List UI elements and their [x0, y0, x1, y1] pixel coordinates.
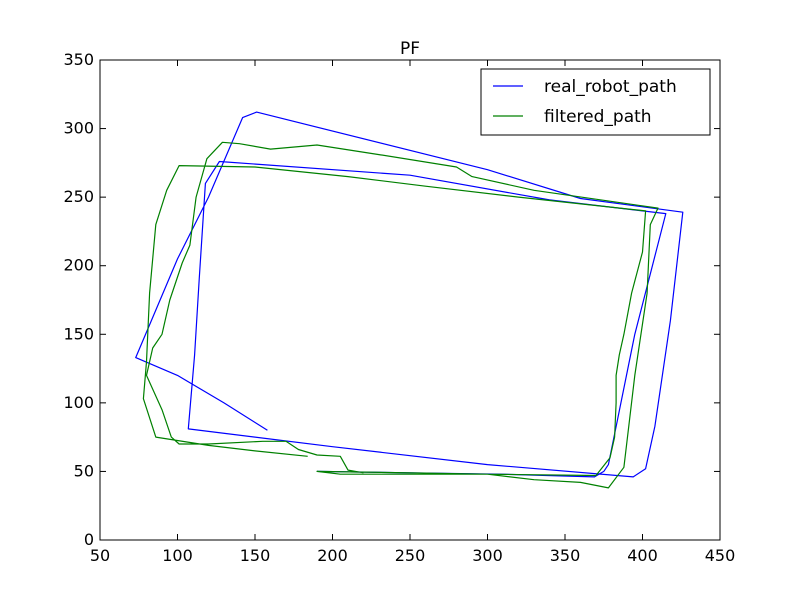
legend-frame	[480, 68, 711, 136]
y-tick-label: 350	[63, 50, 94, 69]
y-tick-label: 200	[63, 256, 94, 275]
x-tick-label: 300	[472, 546, 503, 565]
x-tick-label: 150	[240, 546, 271, 565]
legend-label-real-robot-path: real_robot_path	[544, 77, 677, 97]
x-tick-label: 100	[162, 546, 193, 565]
plot-lines	[135, 111, 684, 489]
x-tick-label: 200	[317, 546, 348, 565]
y-tick-label: 250	[63, 187, 94, 206]
x-tick-label: 50	[90, 546, 110, 565]
series-line-filtered-path	[142, 141, 659, 489]
y-tick-label: 300	[63, 119, 94, 138]
y-tick-label: 150	[63, 324, 94, 343]
x-tick-label: 350	[550, 546, 581, 565]
x-tick-label: 400	[627, 546, 658, 565]
chart-title: PF	[400, 39, 420, 59]
y-tick-label: 100	[63, 393, 94, 412]
x-tick-label: 250	[395, 546, 426, 565]
legend: real_robot_path filtered_path	[480, 68, 711, 136]
y-tick-label: 0	[84, 530, 94, 549]
legend-label-filtered-path: filtered_path	[544, 107, 652, 127]
y-tick-label: 50	[74, 461, 94, 480]
y-axis: 0 50 100 150 200 250 300 350	[63, 50, 720, 549]
x-tick-label: 450	[705, 546, 736, 565]
x-axis: 50 100 150 200 250 300 350 400 450	[90, 60, 735, 565]
